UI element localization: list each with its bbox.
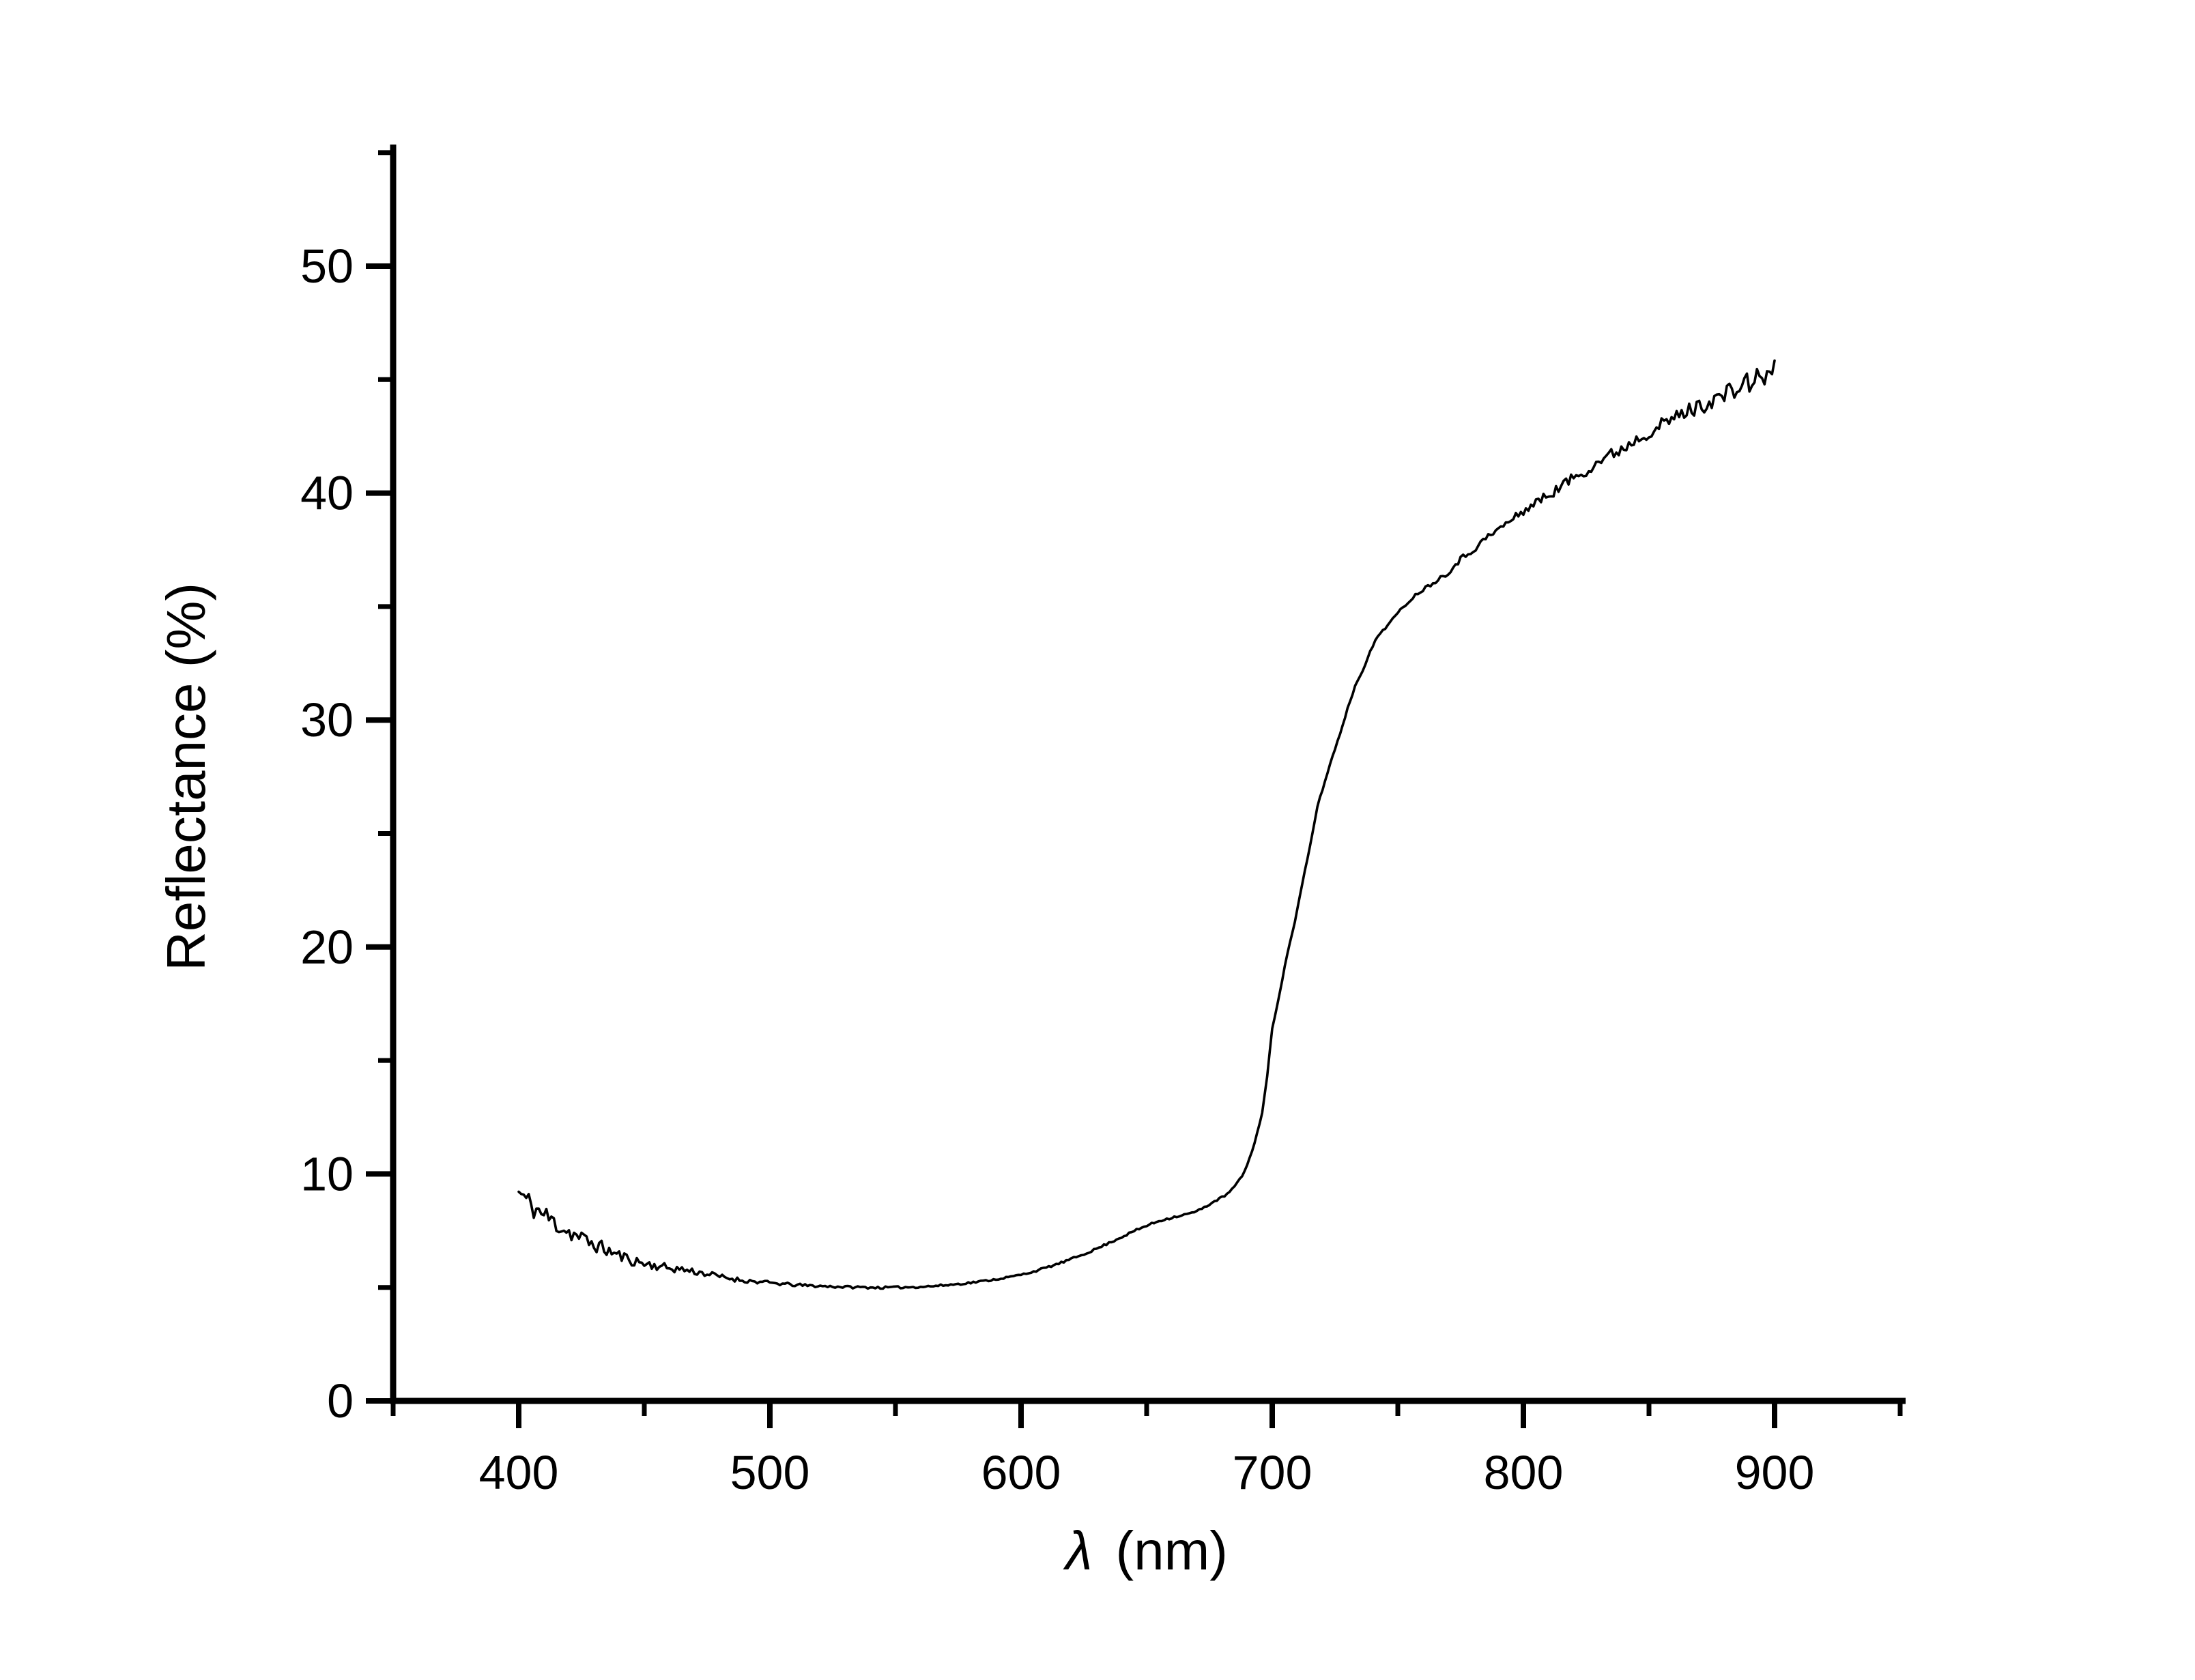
- x-tick-label: 500: [730, 1446, 810, 1499]
- y-tick-label: 50: [300, 240, 354, 293]
- x-axis-title: λ (nm): [1063, 1520, 1228, 1581]
- x-tick-label: 900: [1735, 1446, 1815, 1499]
- x-axis-title-symbol: λ: [1063, 1520, 1092, 1581]
- x-tick-label: 800: [1484, 1446, 1564, 1499]
- reflectance-curve: [517, 359, 1776, 1290]
- y-tick-label: 20: [300, 921, 354, 974]
- y-tick-label: 40: [300, 467, 354, 520]
- x-tick-label: 600: [981, 1446, 1061, 1499]
- y-tick-label: 30: [300, 693, 354, 747]
- x-tick-label: 400: [479, 1446, 559, 1499]
- y-tick-label: 0: [327, 1374, 354, 1428]
- x-tick-label: 700: [1233, 1446, 1312, 1499]
- x-axis-title-unit: (nm): [1115, 1520, 1227, 1581]
- y-axis-title: Reflectance (%): [156, 583, 216, 971]
- y-tick-label: 10: [300, 1147, 354, 1200]
